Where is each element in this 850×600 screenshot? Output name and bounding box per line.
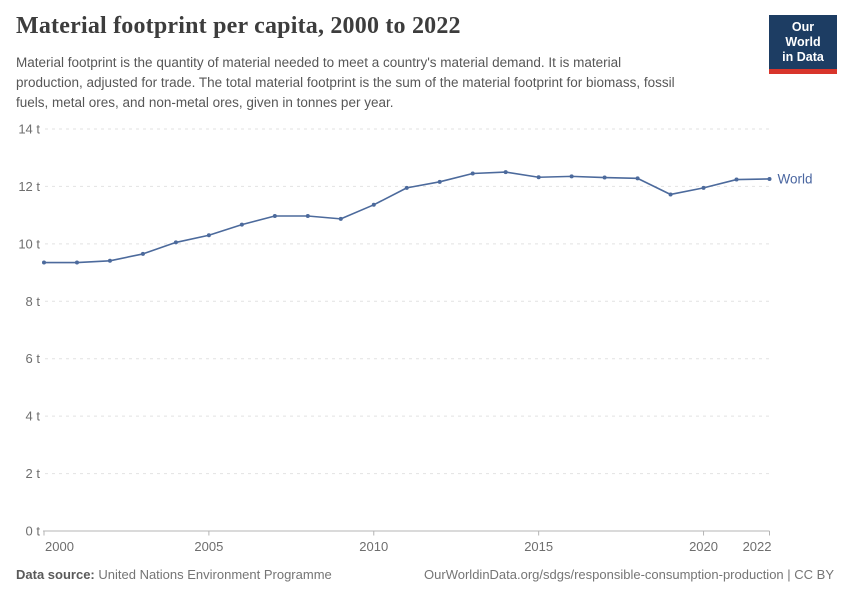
y-axis-tick-label: 12 t (18, 179, 40, 194)
data-point[interactable] (635, 176, 640, 181)
data-source-value: United Nations Environment Programme (98, 567, 332, 582)
data-point[interactable] (536, 175, 541, 180)
y-axis-tick-label: 10 t (18, 236, 40, 251)
x-axis-tick-label: 2000 (45, 539, 74, 554)
y-axis-tick-label: 8 t (26, 294, 41, 309)
owid-logo-line1: Our World (785, 20, 821, 49)
data-point[interactable] (173, 240, 178, 245)
x-axis-tick-label: 2020 (689, 539, 718, 554)
data-point[interactable] (42, 260, 46, 265)
series-end-label[interactable]: World (778, 171, 813, 186)
data-point[interactable] (107, 258, 112, 263)
data-point[interactable] (140, 251, 145, 256)
x-axis-tick-label: 2022 (743, 539, 772, 554)
x-axis-tick-label: 2015 (524, 539, 553, 554)
data-point[interactable] (569, 174, 574, 179)
x-axis-tick-label: 2005 (194, 539, 223, 554)
page-title: Material footprint per capita, 2000 to 2… (16, 13, 461, 39)
data-point[interactable] (74, 260, 79, 265)
world-series-line[interactable] (43, 171, 771, 264)
y-axis-tick-label: 14 t (18, 122, 40, 137)
data-point[interactable] (470, 171, 475, 176)
data-point[interactable] (503, 170, 508, 175)
owid-logo[interactable]: Our World in Data (769, 15, 837, 74)
data-point[interactable] (371, 202, 376, 207)
data-point[interactable] (206, 233, 211, 238)
chart-footer: Data source: United Nations Environment … (16, 567, 834, 582)
data-point[interactable] (239, 222, 244, 227)
data-point[interactable] (602, 175, 607, 180)
data-point[interactable] (305, 214, 310, 219)
data-source: Data source: United Nations Environment … (16, 567, 332, 582)
data-point[interactable] (338, 216, 343, 221)
data-source-label: Data source: (16, 567, 95, 582)
y-axis-tick-label: 0 t (26, 524, 41, 539)
owid-logo-line2: in Data (782, 50, 824, 64)
data-point[interactable] (272, 214, 277, 219)
data-point[interactable] (437, 179, 442, 184)
y-axis-tick-label: 4 t (26, 409, 41, 424)
subtitle-line: fuels, metal ores, and non-metal ores, g… (16, 95, 394, 110)
subtitle-line: Material footprint is the quantity of ma… (16, 55, 622, 70)
subtitle-line: production, adjusted for trade. The tota… (16, 75, 675, 90)
data-point[interactable] (701, 185, 706, 190)
y-axis-tick-label: 6 t (26, 351, 41, 366)
canonical-url-link[interactable]: OurWorldinData.org/sdgs/responsible-cons… (424, 567, 834, 582)
chart-subtitle: Material footprint is the quantity of ma… (16, 53, 776, 113)
data-point[interactable] (767, 176, 772, 181)
data-point[interactable] (734, 177, 739, 182)
y-axis-tick-label: 2 t (26, 466, 41, 481)
data-point[interactable] (668, 192, 673, 197)
x-axis-tick-label: 2010 (359, 539, 388, 554)
data-point[interactable] (404, 185, 409, 190)
